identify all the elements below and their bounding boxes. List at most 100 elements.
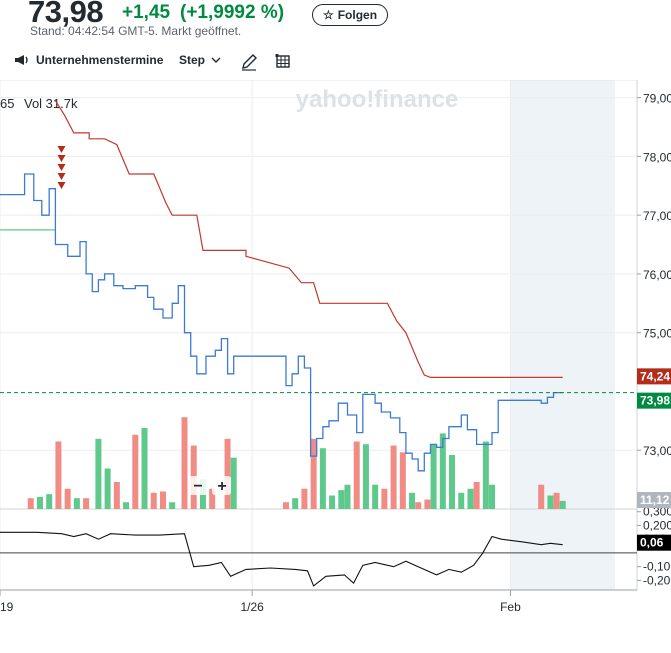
price-change-percent: (+1,9992 %) xyxy=(180,2,285,23)
draw-button[interactable] xyxy=(240,53,258,71)
y-tick-label: 76,00 xyxy=(643,268,671,282)
down-arrow-marker xyxy=(57,173,66,180)
y-tick-label: 75,00 xyxy=(643,327,671,341)
volume-bar xyxy=(169,502,176,509)
volume-bar xyxy=(489,484,495,509)
volume-bar xyxy=(95,438,102,509)
price-lines xyxy=(0,100,637,587)
volume-bar xyxy=(353,441,360,509)
down-arrow-marker xyxy=(57,155,66,162)
volume-bar xyxy=(415,502,422,509)
x-tick-label: Feb xyxy=(500,600,521,614)
osc-tick-label: -0,20 xyxy=(643,573,671,587)
volume-bar xyxy=(224,438,231,509)
pencil-icon xyxy=(242,54,257,71)
y-tick-label: 78,00 xyxy=(643,150,671,164)
volume-bar xyxy=(329,495,336,509)
volume-bar xyxy=(319,448,326,509)
zoom-controls: − + xyxy=(189,476,231,495)
volume-bar xyxy=(482,441,489,509)
volume-bar xyxy=(64,488,71,509)
volume-bar xyxy=(230,457,237,509)
zoom-in-label: + xyxy=(217,478,226,495)
volume-bar xyxy=(553,492,560,509)
volume-bar xyxy=(458,492,465,509)
volume-bar xyxy=(292,498,299,509)
chart-type-select[interactable]: Step xyxy=(179,53,221,67)
legend-prefix: 65 xyxy=(0,96,14,111)
volume-bar xyxy=(141,428,148,509)
volume-bar xyxy=(424,499,431,509)
volume-bar xyxy=(113,482,120,509)
price-badges: 74,24 73,98 11,12 0,06 xyxy=(637,368,671,551)
volume-bar xyxy=(46,494,53,509)
down-arrow-marker xyxy=(57,182,66,189)
volume-bar xyxy=(209,488,216,509)
x-tick-label: 1/26 xyxy=(240,600,264,614)
volume-bar xyxy=(467,488,474,509)
volume-bar xyxy=(27,498,34,509)
y-tick-label: 77,00 xyxy=(643,209,671,223)
volume-bar xyxy=(344,484,351,509)
osc-tick-label: 0,200 xyxy=(643,518,671,532)
volume-bar xyxy=(123,502,130,509)
volume-bar xyxy=(362,444,369,509)
volume-bar xyxy=(473,482,480,509)
current-price: 73,98 xyxy=(28,0,104,29)
osc-tick-label: -0,10 xyxy=(643,560,671,574)
volume-readout: Vol 31.7k xyxy=(24,96,78,111)
current-price-badge-bg xyxy=(637,392,671,409)
table-icon xyxy=(275,54,290,68)
volume-bar xyxy=(310,438,317,509)
volume-bar xyxy=(430,444,437,509)
volume-bar xyxy=(83,498,90,509)
price-chart[interactable]: yahoo!finance 65 Vol 31.7k 79,00 78,00 77,… xyxy=(0,80,671,653)
star-icon: ☆ xyxy=(322,8,334,22)
zoom-out-label: − xyxy=(193,478,202,495)
yahoo-finance-watermark: yahoo!finance xyxy=(296,86,459,113)
follow-button[interactable]: ☆ Folgen xyxy=(312,4,388,26)
megaphone-icon xyxy=(15,55,28,65)
volume-bar xyxy=(372,484,379,509)
volume-badge-bg xyxy=(637,492,671,508)
volume-bar xyxy=(150,492,157,509)
oscillator-badge: 0,06 xyxy=(640,536,664,550)
volume-bar xyxy=(104,468,111,509)
price-series-line xyxy=(0,173,563,472)
chart-gridlines xyxy=(0,80,637,590)
down-arrow-marker xyxy=(57,146,66,153)
volume-bar xyxy=(159,491,166,509)
volume-bar xyxy=(559,500,566,509)
volume-bar xyxy=(381,488,388,509)
volume-bar xyxy=(132,434,139,509)
volume-bar xyxy=(282,502,289,509)
chevron-down-icon xyxy=(211,57,221,63)
follow-label: Folgen xyxy=(337,8,378,22)
current-price-badge: 73,98 xyxy=(640,394,670,408)
volume-bar xyxy=(390,445,397,509)
trailing-series-line xyxy=(54,100,563,378)
trail-price-badge-bg xyxy=(637,368,671,385)
x-axis-ticks: 19 1/26 Feb xyxy=(0,590,521,614)
y-tick-label: 73,00 xyxy=(643,444,671,458)
volume-bar xyxy=(439,433,446,509)
market-time: Stand: 04:42:54 GMT-5. Markt geöffnet. xyxy=(30,24,242,38)
volume-bars xyxy=(27,417,566,509)
quote-header: 73,98 +1,45 (+1,9992 %) Stand: 04:42:54 … xyxy=(0,0,671,40)
down-arrow-marker xyxy=(57,164,66,171)
table-button[interactable] xyxy=(275,53,291,69)
chart-type-label: Step xyxy=(179,53,206,67)
volume-badge: 11,12 xyxy=(640,493,670,507)
events-label: Unternehmenstermine xyxy=(36,53,164,67)
zoom-in-button[interactable] xyxy=(212,476,231,495)
x-tick-label: 19 xyxy=(0,600,14,614)
volume-bar xyxy=(449,455,456,509)
volume-bar xyxy=(399,452,406,509)
zoom-out-button[interactable] xyxy=(189,476,208,495)
events-button[interactable]: Unternehmenstermine xyxy=(14,53,163,67)
price-change: +1,45 xyxy=(122,2,171,23)
volume-bar xyxy=(538,484,545,509)
oscillator-badge-bg xyxy=(637,534,671,551)
volume-bar xyxy=(547,495,554,509)
volume-bar xyxy=(73,498,80,509)
